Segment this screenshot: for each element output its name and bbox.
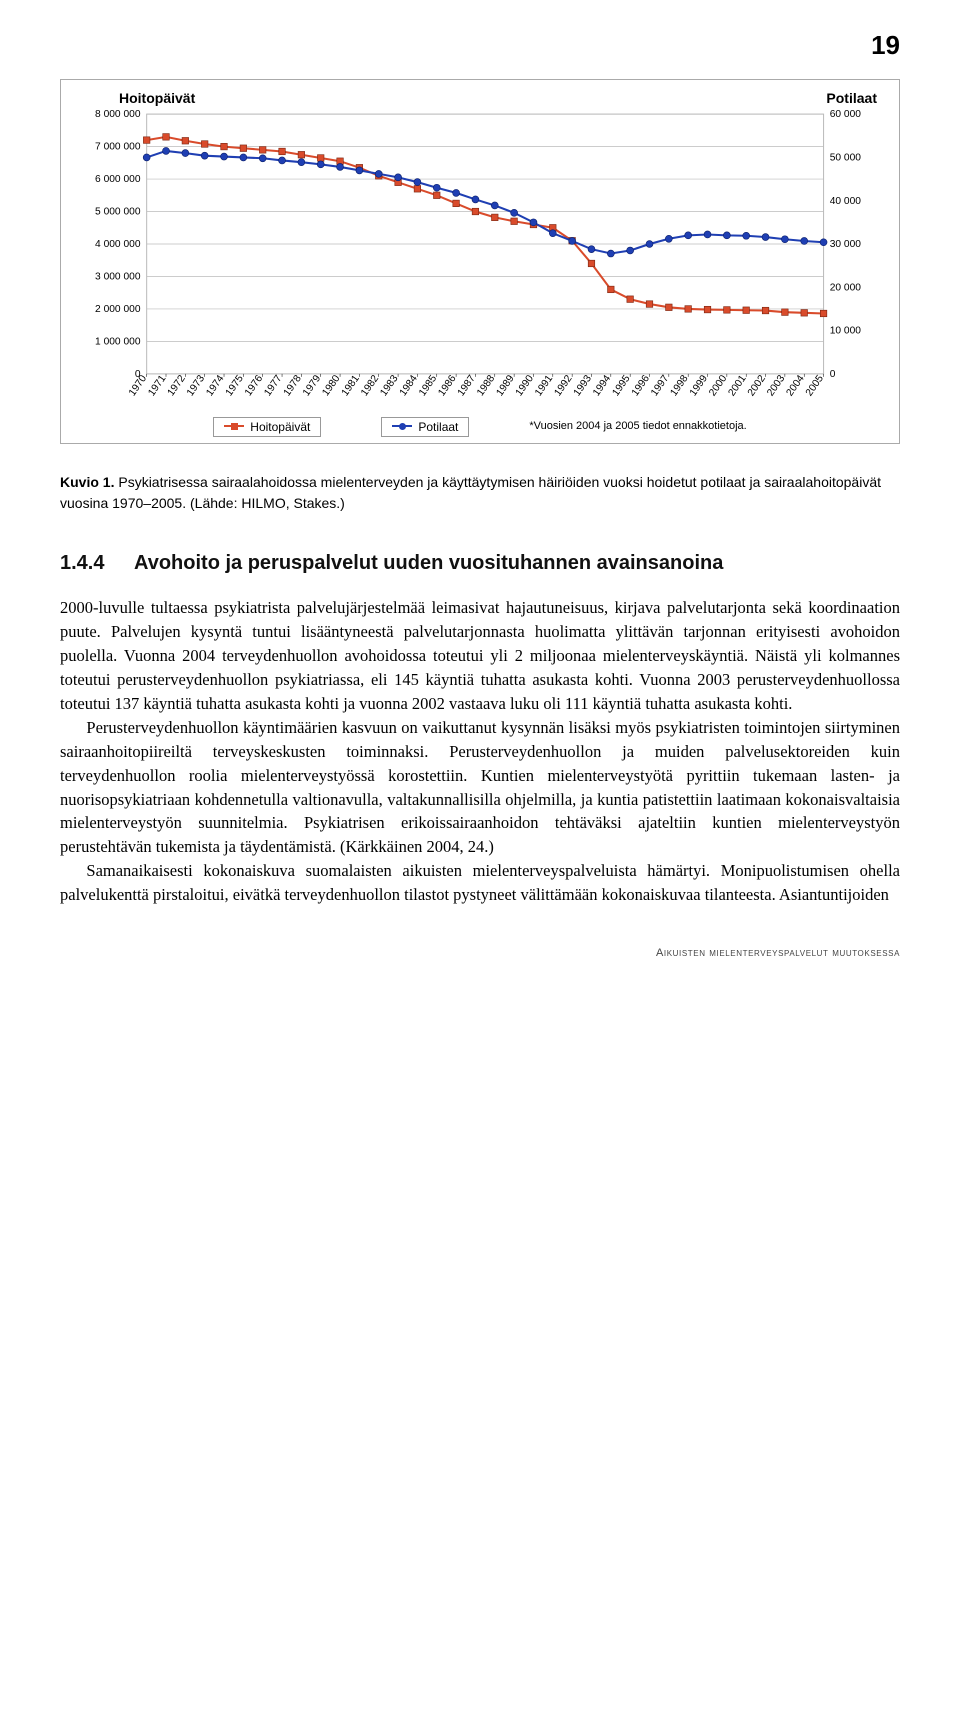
svg-text:1975: 1975 xyxy=(224,373,246,398)
legend-potilaat: Potilaat xyxy=(381,417,469,437)
svg-text:8 000 000: 8 000 000 xyxy=(95,109,141,120)
svg-text:1971: 1971 xyxy=(146,373,168,398)
caption-lead: Kuvio 1. xyxy=(60,474,114,490)
svg-text:1 000 000: 1 000 000 xyxy=(95,336,141,347)
svg-text:1970: 1970 xyxy=(127,373,149,398)
svg-text:2000: 2000 xyxy=(707,373,729,398)
svg-text:2004: 2004 xyxy=(785,373,807,398)
svg-text:1980: 1980 xyxy=(320,373,342,398)
running-footer: Aikuisten mielenterveyspalvelut muutokse… xyxy=(60,947,900,959)
svg-text:30 000: 30 000 xyxy=(830,239,862,250)
svg-text:10 000: 10 000 xyxy=(830,326,862,337)
svg-text:2003: 2003 xyxy=(765,373,787,398)
svg-text:1984: 1984 xyxy=(398,373,420,398)
legend-hoitopaivat-label: Hoitopäivät xyxy=(250,420,310,434)
svg-text:2001: 2001 xyxy=(727,373,749,398)
svg-text:7 000 000: 7 000 000 xyxy=(95,142,141,153)
chart-title-left: Hoitopäivät xyxy=(119,90,195,106)
svg-text:1979: 1979 xyxy=(301,373,323,398)
svg-text:1978: 1978 xyxy=(282,373,304,398)
svg-text:40 000: 40 000 xyxy=(830,196,862,207)
svg-text:1981: 1981 xyxy=(340,373,362,398)
svg-text:1995: 1995 xyxy=(611,373,633,398)
caption-rest: Psykiatrisessa sairaalahoidossa mielente… xyxy=(60,474,881,512)
legend-note: *Vuosien 2004 ja 2005 tiedot ennakkotiet… xyxy=(529,420,746,433)
section-heading: 1.4.4 Avohoito ja peruspalvelut uuden vu… xyxy=(60,551,900,576)
svg-text:1997: 1997 xyxy=(649,373,671,398)
svg-text:1977: 1977 xyxy=(262,373,284,398)
legend-hoitopaivat: Hoitopäivät xyxy=(213,417,321,437)
paragraph: Perusterveydenhuollon käyntimäärien kasv… xyxy=(60,716,900,860)
svg-text:1989: 1989 xyxy=(495,373,517,398)
svg-text:1988: 1988 xyxy=(475,373,497,398)
chart-title-right: Potilaat xyxy=(826,90,877,106)
svg-text:1973: 1973 xyxy=(185,373,207,398)
svg-text:2002: 2002 xyxy=(746,373,768,398)
chart-svg: 0 1 000 000 2 000 000 3 000 000 4 000 000 5 0… xyxy=(71,108,889,415)
section-title: Avohoito ja peruspalvelut uuden vuosituh… xyxy=(134,551,900,576)
svg-text:1992: 1992 xyxy=(553,373,575,398)
chart-legend: Hoitopäivät Potilaat *Vuosien 2004 ja 20… xyxy=(71,417,889,437)
svg-text:0: 0 xyxy=(830,369,836,380)
svg-text:1999: 1999 xyxy=(688,373,710,398)
svg-text:2 000 000: 2 000 000 xyxy=(95,304,141,315)
svg-text:1991: 1991 xyxy=(533,373,555,398)
svg-text:3 000 000: 3 000 000 xyxy=(95,272,141,283)
svg-text:1996: 1996 xyxy=(630,373,652,398)
body-text: 2000-luvulle tultaessa psykiatrista palv… xyxy=(60,596,900,907)
legend-potilaat-label: Potilaat xyxy=(418,420,458,434)
chart-container: Hoitopäivät Potilaat 0 1 000 000 2 000 000… xyxy=(60,79,900,444)
paragraph: 2000-luvulle tultaessa psykiatrista palv… xyxy=(60,596,900,716)
figure-caption: Kuvio 1. Psykiatrisessa sairaalahoidossa… xyxy=(60,472,900,515)
svg-text:1990: 1990 xyxy=(514,373,536,398)
svg-text:1994: 1994 xyxy=(591,373,613,398)
svg-text:1987: 1987 xyxy=(456,373,478,398)
svg-text:60 000: 60 000 xyxy=(830,109,862,120)
svg-text:1998: 1998 xyxy=(669,373,691,398)
svg-text:50 000: 50 000 xyxy=(830,152,862,163)
svg-text:1976: 1976 xyxy=(243,373,265,398)
svg-text:20 000: 20 000 xyxy=(830,282,862,293)
svg-text:1982: 1982 xyxy=(359,373,381,398)
section-number: 1.4.4 xyxy=(60,551,124,576)
svg-text:1985: 1985 xyxy=(417,373,439,398)
svg-text:2005: 2005 xyxy=(804,373,826,398)
svg-text:1974: 1974 xyxy=(204,373,226,398)
svg-text:1993: 1993 xyxy=(572,373,594,398)
svg-text:6 000 000: 6 000 000 xyxy=(95,174,141,185)
svg-text:1986: 1986 xyxy=(437,373,459,398)
paragraph: Samanaikaisesti kokonaiskuva suomalaiste… xyxy=(60,859,900,907)
svg-text:4 000 000: 4 000 000 xyxy=(95,239,141,250)
svg-text:5 000 000: 5 000 000 xyxy=(95,207,141,218)
page-number: 19 xyxy=(60,30,900,61)
svg-text:1972: 1972 xyxy=(166,373,188,398)
svg-text:1983: 1983 xyxy=(378,373,400,398)
